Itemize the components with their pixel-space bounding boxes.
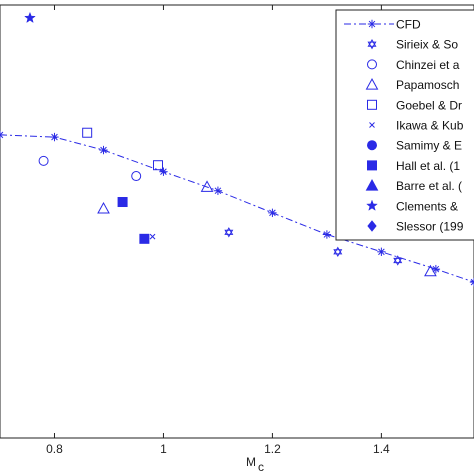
data-point bbox=[149, 233, 156, 240]
legend-marker bbox=[365, 78, 379, 90]
legend-marker bbox=[367, 99, 377, 110]
legend-marker bbox=[367, 160, 377, 171]
legend-marker bbox=[366, 199, 378, 211]
legend-marker bbox=[369, 122, 375, 128]
legend-marker bbox=[367, 59, 377, 70]
series-circle-open bbox=[38, 155, 142, 182]
x-axis-title: M bbox=[246, 455, 256, 469]
data-point bbox=[469, 277, 474, 287]
legend-label: Hall et al. (1 bbox=[396, 159, 460, 173]
legend-label: Clements & bbox=[396, 199, 458, 213]
data-point bbox=[393, 255, 403, 266]
x-tick-label: 1.4 bbox=[373, 442, 390, 456]
data-point bbox=[0, 130, 5, 140]
data-point bbox=[153, 160, 163, 171]
data-point bbox=[131, 171, 142, 182]
data-point bbox=[159, 167, 168, 176]
x-tick-label: 1 bbox=[160, 442, 167, 456]
legend-label: Slessor (199 bbox=[396, 220, 464, 234]
data-point bbox=[82, 127, 93, 138]
series-x bbox=[149, 233, 156, 240]
data-point bbox=[224, 227, 234, 238]
legend-marker bbox=[367, 140, 377, 151]
data-point bbox=[99, 145, 108, 155]
data-point bbox=[213, 186, 223, 195]
legend-label: Papamosch bbox=[396, 78, 459, 92]
x-tick-label: 1.2 bbox=[264, 442, 281, 456]
series-hexagram bbox=[224, 227, 403, 266]
data-point bbox=[424, 264, 437, 277]
legend-label: Sirieix & So bbox=[396, 38, 458, 52]
legend-marker bbox=[367, 19, 377, 29]
cfd-line bbox=[0, 134, 474, 283]
data-point bbox=[38, 155, 49, 166]
legend-label: Samimy & E bbox=[396, 139, 462, 153]
series-square-open bbox=[82, 127, 163, 171]
data-point bbox=[322, 230, 332, 239]
legend-label: Ikawa & Kub bbox=[396, 119, 464, 133]
data-point bbox=[24, 11, 36, 24]
x-tick-label: 0.8 bbox=[46, 442, 63, 456]
series-square-filled bbox=[117, 197, 150, 244]
data-point bbox=[50, 132, 59, 142]
legend-marker bbox=[367, 38, 377, 50]
data-point bbox=[431, 264, 441, 274]
data-point bbox=[268, 208, 277, 218]
data-point bbox=[117, 197, 128, 208]
series-star-filled bbox=[24, 11, 36, 24]
data-point bbox=[139, 233, 150, 244]
legend-label: Goebel & Dr bbox=[396, 98, 462, 112]
legend-label: CFD bbox=[396, 18, 421, 32]
data-point bbox=[377, 247, 386, 257]
series-group bbox=[0, 11, 474, 287]
legend-marker bbox=[367, 220, 377, 232]
data-point bbox=[333, 246, 343, 258]
series-triangle-open bbox=[97, 180, 437, 277]
legend-label: Barre et al. ( bbox=[396, 179, 462, 193]
data-point bbox=[97, 201, 110, 214]
legend-marker bbox=[365, 179, 379, 191]
x-ticks: 0.8 1 1.2 1.4 bbox=[46, 5, 390, 456]
legend-box bbox=[335, 9, 474, 241]
legend: CFD Sirieix & So Chinzei et a Papamosch Goeb… bbox=[335, 9, 474, 241]
x-axis-title-subscript: c bbox=[258, 460, 264, 474]
legend-label: Chinzei et a bbox=[396, 58, 460, 72]
data-point bbox=[200, 180, 214, 192]
